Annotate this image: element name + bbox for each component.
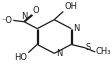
- Text: CH₃: CH₃: [95, 48, 110, 56]
- Text: N: N: [21, 12, 27, 21]
- Text: OH: OH: [64, 2, 77, 11]
- Text: ⁻O: ⁻O: [2, 16, 13, 25]
- Text: S: S: [85, 43, 90, 52]
- Text: +: +: [28, 14, 32, 19]
- Text: HO: HO: [14, 53, 27, 62]
- Text: N: N: [55, 49, 62, 58]
- Text: O: O: [32, 6, 39, 15]
- Text: N: N: [72, 24, 78, 33]
